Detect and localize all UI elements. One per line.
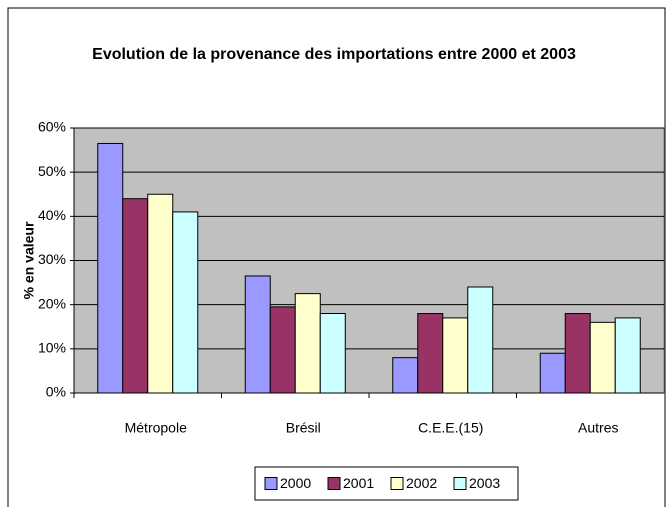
- chart-title: Evolution de la provenance des importati…: [92, 46, 576, 63]
- bar: [269, 306, 296, 394]
- bar: [319, 313, 346, 394]
- y-tick-label: 60%: [38, 119, 66, 135]
- legend-label: 2001: [343, 475, 374, 491]
- bar: [147, 193, 174, 394]
- y-tick-label: 0%: [46, 384, 66, 400]
- x-tick-label: Brésil: [286, 420, 321, 436]
- bar: [442, 317, 469, 394]
- bar: [172, 211, 199, 394]
- bar: [564, 313, 591, 394]
- bar: [244, 275, 271, 394]
- y-tick-label: 50%: [38, 163, 66, 179]
- legend-swatch: [264, 477, 278, 490]
- x-tick-label: C.E.E.(15): [418, 420, 483, 436]
- bar: [467, 286, 494, 394]
- x-tick-label: Métropole: [125, 420, 187, 436]
- bar: [122, 198, 149, 394]
- legend-swatch: [327, 477, 341, 490]
- legend-swatch: [453, 477, 467, 490]
- bar: [97, 142, 124, 394]
- legend-label: 2002: [406, 475, 437, 491]
- y-axis-label: % en valeur: [21, 221, 37, 299]
- y-tick-label: 40%: [38, 207, 66, 223]
- legend-label: 2000: [280, 475, 311, 491]
- legend-swatch: [390, 477, 404, 490]
- bar: [539, 352, 566, 394]
- y-tick-label: 20%: [38, 295, 66, 311]
- bar: [589, 321, 616, 394]
- x-tick-label: Autres: [578, 420, 618, 436]
- legend-label: 2003: [469, 475, 500, 491]
- bar: [392, 357, 419, 394]
- legend-box: [254, 466, 519, 501]
- bar: [614, 317, 641, 394]
- y-tick-label: 10%: [38, 340, 66, 356]
- bar: [417, 313, 444, 394]
- bar: [294, 293, 321, 394]
- y-tick-label: 30%: [38, 251, 66, 267]
